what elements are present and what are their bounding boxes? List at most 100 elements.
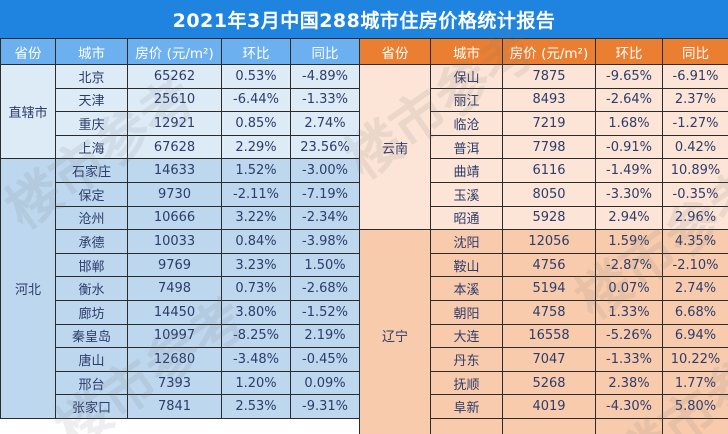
mom-cell: 2.53% bbox=[221, 394, 291, 419]
price-cell: 7875 bbox=[502, 64, 596, 89]
table-row: 邯郸 9769 3.23% 1.50% bbox=[1, 252, 360, 278]
yoy-cell: 10.89% bbox=[662, 158, 728, 183]
yoy-cell: 2.74% bbox=[662, 276, 728, 301]
city-cell: 昭通 bbox=[430, 205, 503, 231]
table-row: 上海 67628 2.29% 23.56% bbox=[1, 134, 360, 160]
mom-cell: 0.84% bbox=[221, 229, 291, 254]
city-cell: 玉溪 bbox=[430, 181, 503, 207]
yoy-cell: 1.77% bbox=[662, 370, 728, 396]
right-table-body: 云南 保山 7875 -9.65% -6.91% 丽江 8493 -2.64% 2.37% 临沧 7… bbox=[359, 63, 728, 434]
price-cell: 14450 bbox=[127, 299, 222, 325]
mom-cell: 3.23% bbox=[221, 252, 291, 278]
header-yoy: 同比 bbox=[662, 38, 728, 65]
price-cell: 6116 bbox=[502, 158, 596, 183]
table-row: 昭通 5928 2.94% 2.96% bbox=[360, 205, 728, 231]
city-cell: 上海 bbox=[55, 134, 128, 160]
price-cell: 5268 bbox=[502, 370, 596, 396]
city-cell: 廊坊 bbox=[55, 299, 128, 325]
city-cell: 普洱 bbox=[430, 134, 503, 160]
city-cell: 张家口 bbox=[55, 394, 128, 419]
mom-cell: -2.64% bbox=[595, 87, 663, 113]
header-mom: 环比 bbox=[221, 38, 291, 65]
report-title: 2021年3月中国288城市住房价格统计报告 bbox=[0, 0, 728, 38]
mom-cell: 1.68% bbox=[595, 111, 663, 136]
yoy-cell: -3.98% bbox=[290, 229, 360, 254]
price-cell: 10666 bbox=[127, 205, 222, 231]
mom-cell: -2.11% bbox=[221, 181, 291, 207]
price-cell: 12921 bbox=[127, 111, 222, 136]
yoy-cell: 2.74% bbox=[290, 111, 360, 136]
table-row: 辽宁 沈阳 12056 1.59% 4.35% bbox=[359, 229, 728, 434]
price-cell: 5928 bbox=[502, 205, 596, 231]
table-row: 本溪 5194 0.07% 2.74% bbox=[360, 276, 728, 301]
yoy-cell: 2.96% bbox=[662, 205, 728, 231]
mom-cell bbox=[595, 417, 663, 434]
price-cell: 7498 bbox=[127, 276, 222, 301]
table-row: 沧州 10666 3.22% -2.34% bbox=[1, 205, 360, 231]
mom-cell: 0.85% bbox=[221, 111, 291, 136]
mom-cell: -1.49% bbox=[595, 158, 663, 183]
city-cell: 天津 bbox=[55, 87, 128, 113]
table-row: 天津 25610 -6.44% -1.33% bbox=[1, 87, 360, 113]
price-cell: 7219 bbox=[502, 111, 596, 136]
table-row: 承德 10033 0.84% -3.98% bbox=[1, 229, 360, 254]
table-row: 河北 石家庄 14633 1.52% -3.00% bbox=[0, 158, 360, 419]
yoy-cell: -2.34% bbox=[290, 205, 360, 231]
city-cell: 北京 bbox=[55, 64, 128, 89]
price-cell: 65262 bbox=[127, 64, 222, 89]
mom-cell: -3.30% bbox=[595, 181, 663, 207]
mom-cell: -8.25% bbox=[221, 323, 291, 349]
mom-cell: -0.91% bbox=[595, 134, 663, 160]
yoy-cell: 0.42% bbox=[662, 134, 728, 160]
table-row: 朝阳 4758 1.33% 6.68% bbox=[360, 299, 728, 325]
yoy-cell: 1.50% bbox=[290, 252, 360, 278]
table-row: 临沧 7219 1.68% -1.27% bbox=[360, 111, 728, 136]
city-cell: 保山 bbox=[430, 64, 503, 89]
header-city: 城市 bbox=[430, 38, 503, 65]
mom-cell: 1.59% bbox=[595, 229, 663, 254]
table-row: 保定 9730 -2.11% -7.19% bbox=[1, 181, 360, 207]
mom-cell: -1.33% bbox=[595, 347, 663, 372]
table-row: 阜新 4019 -4.30% 5.80% bbox=[360, 394, 728, 419]
yoy-cell: 10.22% bbox=[662, 347, 728, 372]
price-cell: 14633 bbox=[127, 158, 222, 183]
price-cell: 10997 bbox=[127, 323, 222, 349]
table-row: 丽江 8493 -2.64% 2.37% bbox=[360, 87, 728, 113]
yoy-cell: -0.35% bbox=[662, 181, 728, 207]
table-row: 丹东 7047 -1.33% 10.22% bbox=[360, 347, 728, 372]
table-row: 鞍山 4756 -2.87% -2.10% bbox=[360, 252, 728, 278]
yoy-cell: -1.27% bbox=[662, 111, 728, 136]
price-cell: 4758 bbox=[502, 299, 596, 325]
city-cell: 曲靖 bbox=[430, 158, 503, 183]
city-cell: 邯郸 bbox=[55, 252, 128, 278]
yoy-cell: 2.37% bbox=[662, 87, 728, 113]
price-cell: 4756 bbox=[502, 252, 596, 278]
yoy-cell: 4.35% bbox=[662, 229, 728, 254]
price-cell: 12056 bbox=[502, 229, 596, 254]
city-cell: 邢台 bbox=[55, 370, 128, 396]
table-row: 唐山 12680 -3.48% -0.45% bbox=[1, 347, 360, 372]
yoy-cell: -9.31% bbox=[290, 394, 360, 419]
price-cell: 8493 bbox=[502, 87, 596, 113]
left-table-body: 直辖市 北京 65262 0.53% -4.89% 天津 25610 -6.44% -1.33%… bbox=[0, 63, 360, 419]
price-cell: 9730 bbox=[127, 181, 222, 207]
city-cell: 本溪 bbox=[430, 276, 503, 301]
left-price-table: 省份 城市 房价 (元/m²) 环比 同比 直辖市 北京 65262 0.53% -4.… bbox=[0, 38, 360, 419]
left-header-row: 省份 城市 房价 (元/m²) 环比 同比 bbox=[0, 38, 360, 65]
city-cell: 丹东 bbox=[430, 347, 503, 372]
header-province: 省份 bbox=[359, 38, 431, 65]
mom-cell: 0.73% bbox=[221, 276, 291, 301]
city-cell: 秦皇岛 bbox=[55, 323, 128, 349]
price-cell bbox=[502, 417, 596, 434]
mom-cell: 2.38% bbox=[595, 370, 663, 396]
city-cell: 衡水 bbox=[55, 276, 128, 301]
mom-cell: -2.87% bbox=[595, 252, 663, 278]
header-province: 省份 bbox=[0, 38, 56, 65]
mom-cell: -3.48% bbox=[221, 347, 291, 372]
price-cell: 7047 bbox=[502, 347, 596, 372]
yoy-cell: -1.52% bbox=[290, 299, 360, 325]
city-cell: 阜新 bbox=[430, 394, 503, 419]
header-city: 城市 bbox=[55, 38, 128, 65]
header-mom: 环比 bbox=[595, 38, 663, 65]
mom-cell: -9.65% bbox=[595, 64, 663, 89]
